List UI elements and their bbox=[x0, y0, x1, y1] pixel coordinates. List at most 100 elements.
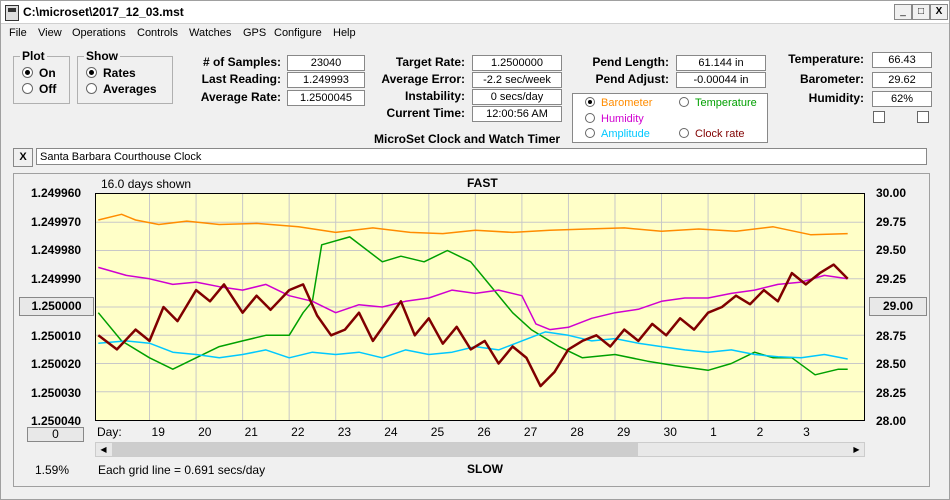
temperature-label: Temperature: bbox=[788, 52, 864, 66]
temperature-field: 66.43 bbox=[872, 52, 932, 68]
clock-name-field[interactable]: Santa Barbara Courthouse Clock bbox=[36, 148, 927, 165]
plot-group-label: Plot bbox=[20, 49, 47, 63]
y-right-tick-label: 28.00 bbox=[876, 414, 907, 428]
center-rate-button[interactable]: 1.250000 bbox=[19, 297, 94, 316]
menu-file[interactable]: File bbox=[9, 27, 27, 39]
menu-gps[interactable]: GPS bbox=[243, 27, 267, 39]
x-tick-label: 22 bbox=[291, 425, 305, 439]
scroll-right-icon[interactable]: ▶ bbox=[853, 445, 860, 454]
option-checkbox-1[interactable] bbox=[873, 111, 885, 123]
sensor-amplitude-radio[interactable]: Amplitude bbox=[585, 128, 650, 140]
average-error-field: -2.2 sec/week bbox=[472, 72, 562, 88]
radio-icon bbox=[679, 97, 689, 107]
y-left-tick-label: 1.250040 bbox=[31, 414, 82, 428]
zero-button[interactable]: 0 bbox=[27, 427, 84, 442]
x-tick-label: 1 bbox=[710, 425, 717, 439]
x-tick-label: 3 bbox=[803, 425, 810, 439]
x-tick-label: 2 bbox=[756, 425, 764, 439]
center-sensor-button[interactable]: 29.00 bbox=[869, 297, 927, 316]
title-bar: C:\microset\2017_12_03.mst _ □ X bbox=[1, 1, 949, 24]
barometer-label: Barometer: bbox=[799, 72, 864, 86]
menu-controls[interactable]: Controls bbox=[137, 27, 178, 39]
y-right-tick-label: 29.75 bbox=[876, 214, 907, 229]
app-icon[interactable] bbox=[5, 5, 19, 21]
menu-watches[interactable]: Watches bbox=[189, 27, 232, 39]
pend-adjust-field: -0.00044 in bbox=[676, 72, 766, 88]
horizontal-scrollbar[interactable]: ◀ ▶ bbox=[95, 442, 865, 457]
sensor-humidity-radio[interactable]: Humidity bbox=[585, 113, 644, 125]
target-rate-field[interactable]: 1.2500000 bbox=[472, 55, 562, 71]
close-button[interactable]: X bbox=[930, 4, 948, 20]
series-line-clock-rate bbox=[97, 263, 849, 388]
x-tick-label: 23 bbox=[337, 425, 352, 439]
pend-length-field[interactable]: 61.144 in bbox=[676, 55, 766, 71]
chart-frame bbox=[13, 173, 930, 487]
y-left-tick-label: 1.249980 bbox=[31, 243, 82, 257]
x-tick-label: 29 bbox=[616, 425, 631, 439]
y-left-tick-label: 1.249990 bbox=[31, 271, 82, 286]
x-tick-label: 27 bbox=[523, 425, 538, 439]
pend-adjust-label: Pend Adjust: bbox=[595, 72, 669, 86]
average-error-label: Average Error: bbox=[381, 72, 465, 86]
plot-off-radio[interactable]: Off bbox=[22, 82, 56, 96]
window-title: C:\microset\2017_12_03.mst bbox=[23, 5, 184, 19]
series-line-barometer bbox=[98, 213, 848, 236]
scroll-thumb[interactable] bbox=[112, 443, 638, 456]
y-right-tick-label: 30.00 bbox=[876, 186, 907, 200]
x-tick-label: 19 bbox=[151, 425, 165, 439]
menu-view[interactable]: View bbox=[38, 27, 62, 39]
current-time-field: 12:00:56 AM bbox=[472, 106, 562, 122]
grid-note-label: Each grid line = 0.691 secs/day bbox=[98, 463, 266, 477]
plot-on-radio[interactable]: On bbox=[22, 66, 56, 80]
sensor-select-group: Barometer Temperature Humidity Amplitude… bbox=[572, 93, 768, 143]
show-group: Show Rates Averages bbox=[77, 49, 173, 104]
clear-name-button[interactable]: X bbox=[13, 148, 33, 167]
menu-configure[interactable]: Configure bbox=[274, 27, 322, 39]
radio-icon bbox=[86, 83, 97, 94]
x-tick-label: 20 bbox=[198, 425, 212, 439]
instability-label: Instability: bbox=[404, 89, 465, 103]
humidity-label: Humidity: bbox=[808, 91, 864, 105]
y-right-tick-label: 29.25 bbox=[876, 271, 907, 286]
show-rates-radio[interactable]: Rates bbox=[86, 66, 136, 80]
menu-operations[interactable]: Operations bbox=[72, 27, 126, 39]
x-tick-label: 30 bbox=[663, 425, 677, 439]
radio-selected-icon bbox=[22, 67, 33, 78]
y-left-tick-label: 1.250020 bbox=[31, 357, 82, 371]
y-left-tick-label: 1.250010 bbox=[31, 328, 82, 343]
app-caption: MicroSet Clock and Watch Timer bbox=[374, 132, 561, 146]
y-right-tick-label: 29.50 bbox=[876, 243, 907, 257]
sensor-clock-rate-radio[interactable]: Clock rate bbox=[679, 128, 745, 140]
series-line-temperature bbox=[97, 236, 848, 376]
option-checkbox-2[interactable] bbox=[917, 111, 929, 123]
show-averages-radio[interactable]: Averages bbox=[86, 82, 157, 96]
scroll-left-icon[interactable]: ◀ bbox=[100, 445, 107, 454]
menu-help[interactable]: Help bbox=[333, 27, 356, 39]
y-left-tick-label: 1.249970 bbox=[31, 214, 82, 229]
radio-selected-icon bbox=[585, 97, 595, 107]
percent-label: 1.59% bbox=[35, 463, 70, 477]
x-tick-label: 26 bbox=[477, 425, 491, 439]
y-left-tick-label: 1.249960 bbox=[31, 186, 82, 200]
show-group-label: Show bbox=[84, 49, 120, 63]
day-axis-label: Day: bbox=[97, 425, 122, 439]
menu-bar: File View Operations Controls Watches GP… bbox=[1, 24, 949, 42]
barometer-field: 29.62 bbox=[872, 72, 932, 88]
average-rate-field: 1.2500045 bbox=[287, 90, 365, 106]
pend-length-label: Pend Length: bbox=[592, 55, 669, 69]
series-line-humidity bbox=[98, 266, 848, 331]
sensor-temperature-radio[interactable]: Temperature bbox=[679, 97, 757, 109]
days-shown-label: 16.0 days shown bbox=[101, 177, 192, 191]
minimize-button[interactable]: _ bbox=[894, 4, 912, 20]
maximize-button[interactable]: □ bbox=[912, 4, 930, 20]
sensor-barometer-radio[interactable]: Barometer bbox=[585, 97, 652, 109]
current-time-label: Current Time: bbox=[386, 106, 465, 120]
radio-icon bbox=[22, 83, 33, 94]
average-rate-label: Average Rate: bbox=[200, 90, 281, 104]
last-reading-field: 1.249993 bbox=[287, 72, 365, 88]
fast-label: FAST bbox=[467, 176, 498, 190]
radio-selected-icon bbox=[86, 67, 97, 78]
instability-field: 0 secs/day bbox=[472, 89, 562, 105]
chart-plot-area bbox=[95, 193, 865, 421]
